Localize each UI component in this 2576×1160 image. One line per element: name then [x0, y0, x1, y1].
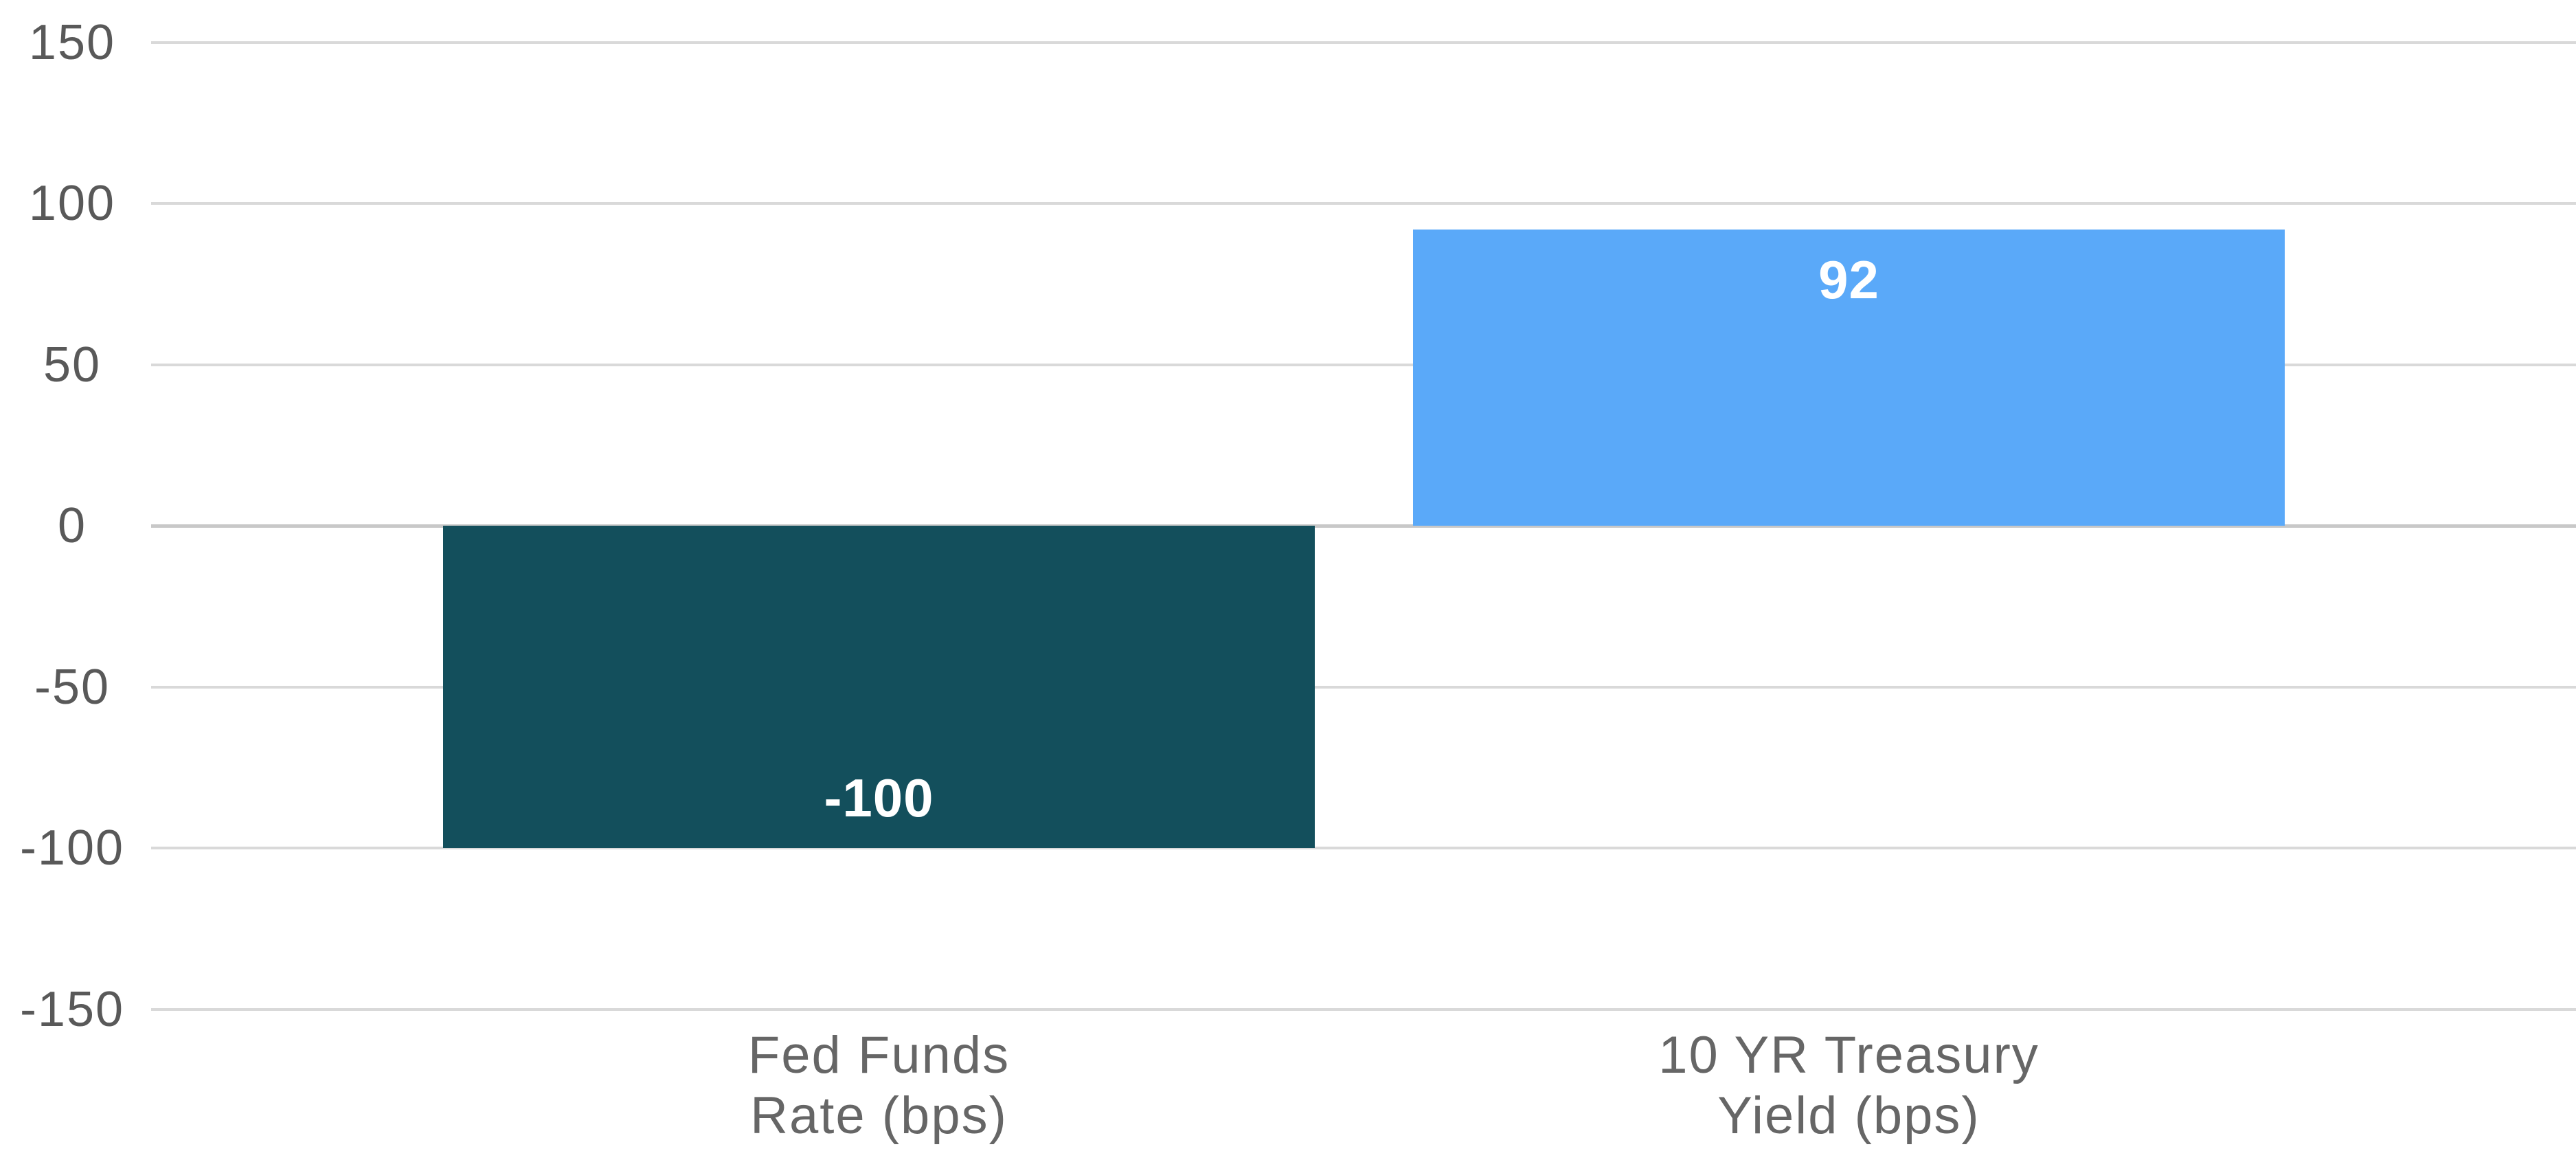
zero-gridline: [151, 524, 2576, 528]
category-label-line: Rate (bps): [750, 1086, 1008, 1145]
data-label: 92: [1818, 249, 1879, 310]
category-label-line: Fed Funds: [747, 1026, 1010, 1084]
bar-fed-funds: -100: [443, 526, 1315, 848]
y-axis-tick-label: 150: [28, 14, 116, 70]
category-label: 10 YR Treasury Yield (bps): [1540, 1025, 2158, 1146]
data-label: -100: [824, 768, 934, 828]
gridline: [151, 1007, 2576, 1011]
y-axis-tick-label: -100: [19, 821, 125, 875]
gridline: [151, 685, 2576, 689]
category-label: Fed Funds Rate (bps): [570, 1025, 1188, 1146]
gridline: [151, 363, 2576, 366]
y-axis-tick-label: 50: [43, 337, 102, 392]
gridline: [151, 41, 2576, 44]
gridline: [151, 202, 2576, 205]
gridline: [151, 847, 2576, 849]
category-label-line: 10 YR Treasury: [1658, 1026, 2040, 1084]
y-axis-tick-label: 100: [28, 176, 116, 231]
bar-10-yr-treasury: 92: [1413, 229, 2285, 526]
y-axis-tick-label: 0: [57, 498, 87, 553]
y-axis-tick-label: -50: [34, 659, 111, 715]
category-label-line: Yield (bps): [1717, 1086, 1980, 1145]
y-axis-tick-label: -150: [19, 981, 125, 1037]
